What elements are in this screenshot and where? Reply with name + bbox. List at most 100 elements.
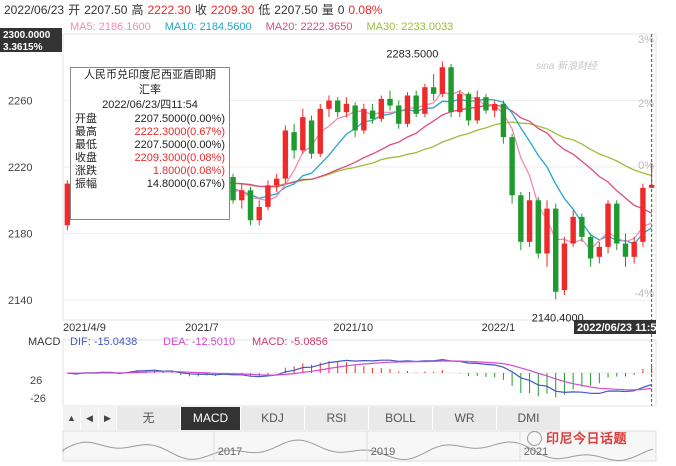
- candle-body: [64, 183, 71, 226]
- pct-tick-label-0: 3%: [638, 34, 654, 46]
- header-open: 2207.50: [84, 3, 128, 17]
- candle-body: [500, 103, 507, 138]
- candle-body: [308, 120, 315, 154]
- pct-tick-label-2: 0%: [638, 160, 654, 172]
- candle-body: [483, 97, 489, 111]
- header-close-label: 收: [195, 3, 207, 17]
- overview-year-1: 2019: [371, 446, 395, 458]
- scroll-left-arrow-icon[interactable]: ▲: [63, 407, 81, 430]
- candle-body: [465, 93, 472, 121]
- info-row-low: 最低 2207.5000(0.00%): [75, 139, 225, 151]
- macd-dea-line: [67, 360, 652, 391]
- min-price-label: 2140.4000: [532, 312, 584, 324]
- candle-body: [518, 195, 524, 242]
- candle-body: [474, 97, 480, 121]
- header-low-label: 低: [258, 3, 270, 17]
- candle-body: [457, 93, 463, 113]
- cursor-tag-bg: [574, 320, 656, 334]
- y-tick-label-1: 2180: [8, 229, 32, 241]
- candle-body: [553, 208, 559, 292]
- tab-dmi[interactable]: DMI: [497, 407, 561, 430]
- candle-body: [561, 243, 568, 291]
- candle-body: [448, 67, 454, 113]
- candle-body: [422, 87, 428, 114]
- candle-body: [587, 236, 594, 259]
- cursor-time-label: 2022/06/23 11:54: [577, 322, 664, 334]
- candle-body: [535, 200, 541, 254]
- macd-title: MACD: [28, 336, 60, 348]
- top-price-tag-bg: [0, 28, 62, 40]
- candle-body: [430, 87, 437, 94]
- candle-body: [579, 216, 585, 237]
- x-tick-label-0: 2021/4/9: [63, 322, 106, 334]
- candle-body: [247, 190, 254, 221]
- tab-boll[interactable]: BOLL: [369, 407, 433, 430]
- x-tick-label-2: 2021/10: [333, 322, 373, 334]
- quote-info-box: 人民币兑印度尼西亚盾即期 汇率 2022/06/23/四11:54 开盘 2207…: [70, 67, 230, 220]
- sina-watermark: sina 新浪财经: [536, 61, 598, 72]
- header-date: 2022/06/23: [4, 3, 64, 17]
- candle-body: [265, 185, 271, 207]
- ma-legend-3: MA30: 2233.0033: [366, 21, 453, 33]
- candle-body: [369, 110, 376, 119]
- info-row-change: 涨跌 1.8000(0.08%): [75, 165, 225, 177]
- y-tick-label-2: 2220: [8, 162, 32, 174]
- scroll-prev-icon[interactable]: ◀: [81, 407, 99, 430]
- overview-line: [62, 439, 654, 462]
- candle-body: [396, 105, 402, 124]
- candle-body: [343, 103, 350, 113]
- header-high: 2222.30: [147, 3, 191, 17]
- max-price-label: 2283.5000: [386, 48, 438, 60]
- candle-body: [404, 95, 411, 124]
- top-price-tag: 2300.0000: [3, 30, 51, 41]
- x-tick-label-3: 2022/1: [482, 322, 516, 334]
- candle-body: [291, 132, 297, 151]
- macd-dif-label: DIF: -15.0438: [70, 336, 137, 348]
- indicator-tab-bar: ▲ ◀ ▶ 无 MACD KDJ RSI BOLL WR DMI: [63, 407, 656, 430]
- info-row-high: 最高 2222.3000(0.67%): [75, 126, 225, 138]
- macd-value-label: MACD: -5.0856: [252, 336, 328, 348]
- pct-tick-label-3: -4%: [634, 288, 654, 300]
- tab-none[interactable]: 无: [117, 407, 181, 430]
- header-open-label: 开: [68, 3, 80, 17]
- candle-body: [326, 100, 332, 109]
- candle-body: [631, 241, 637, 257]
- tab-rsi[interactable]: RSI: [305, 407, 369, 430]
- macd-y-tick-0: 26: [30, 375, 42, 387]
- ma-legend-1: MA10: 2184.5600: [165, 21, 252, 33]
- candle-body: [317, 108, 323, 154]
- pct-tick-label-1: 2%: [638, 98, 654, 110]
- info-title-line1: 人民币兑印度尼西亚盾即期: [84, 69, 216, 81]
- y-tick-label-0: 2140: [8, 295, 32, 307]
- header-high-label: 高: [131, 2, 143, 17]
- candle-body: [509, 137, 515, 196]
- top-pct-tag: 3.3615%: [3, 42, 43, 53]
- wechat-logo: 印尼今日话题: [527, 428, 627, 447]
- macd-dea-label: DEA: -12.5010: [163, 336, 235, 348]
- candle-body: [596, 246, 603, 257]
- candle-body: [273, 178, 280, 186]
- candle-body: [439, 67, 446, 94]
- info-row-amplitude: 振幅 14.8000(0.67%): [75, 178, 225, 190]
- candle-body: [334, 100, 341, 113]
- candle-body: [491, 103, 498, 111]
- info-datetime: 2022/06/23/四11:54: [102, 99, 198, 111]
- overview-year-0: 2017: [218, 446, 242, 458]
- info-row-close: 收盘 2209.3000(0.08%): [75, 152, 225, 164]
- tab-wr[interactable]: WR: [433, 407, 497, 430]
- tab-macd[interactable]: MACD: [181, 407, 241, 430]
- candle-body: [526, 200, 533, 242]
- price-plot-frame: [62, 33, 657, 321]
- overview-strip: [62, 430, 657, 462]
- candle-body: [387, 98, 393, 106]
- info-title-line2: 汇率: [139, 84, 161, 96]
- candle-body: [239, 190, 245, 201]
- info-row-open: 开盘 2207.5000(0.00%): [75, 113, 225, 125]
- scroll-next-icon[interactable]: ▶: [99, 407, 117, 430]
- overview-year-2: 2021: [524, 446, 548, 458]
- header-change-pct: 0.08%: [348, 3, 382, 17]
- y-tick-label-3: 2260: [8, 96, 32, 108]
- candle-body: [352, 105, 358, 131]
- x-tick-label-1: 2021/7: [185, 322, 219, 334]
- tab-kdj[interactable]: KDJ: [241, 407, 305, 430]
